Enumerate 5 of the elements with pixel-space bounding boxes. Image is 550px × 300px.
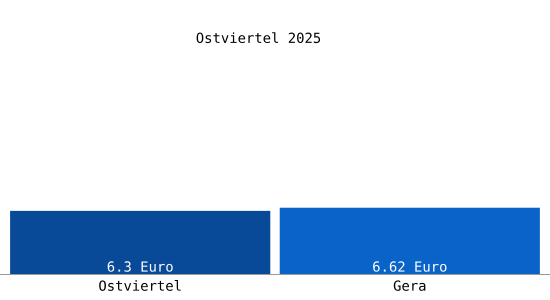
x-tick-label: Gera (394, 280, 426, 291)
chart-title: Ostviertel 2025 (196, 32, 320, 44)
data-label: 6.3 Euro (108, 261, 173, 272)
data-label: 6.62 Euro (373, 261, 447, 272)
x-tick-label: Ostviertel (99, 280, 181, 291)
